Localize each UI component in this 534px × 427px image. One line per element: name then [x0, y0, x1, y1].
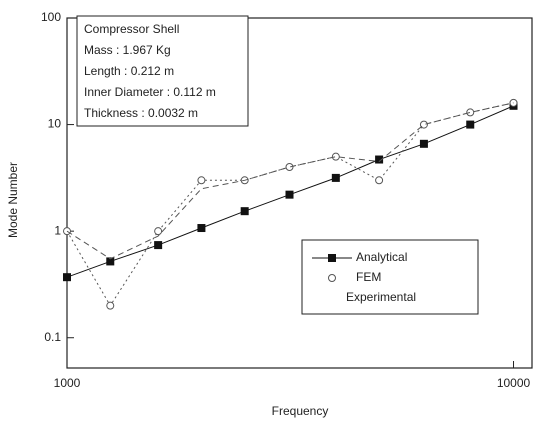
y-tick-label: 1 — [54, 223, 61, 237]
marker-circle — [466, 108, 475, 117]
legend-square — [328, 254, 336, 262]
marker-square — [240, 207, 249, 216]
marker-circle — [106, 301, 115, 310]
info-text: Compressor Shell — [84, 22, 179, 36]
legend-label: Analytical — [356, 250, 407, 264]
marker-square — [63, 273, 71, 282]
info-text: Inner Diameter : 0.112 m — [84, 85, 216, 99]
plot-frame — [66, 17, 533, 369]
marker-circle — [154, 227, 163, 236]
x-axis-label: Frequency — [272, 404, 329, 418]
marker-square — [375, 155, 384, 164]
marker-circle — [375, 176, 384, 185]
y-tick-label: 0.1 — [44, 330, 61, 344]
marker-circle — [197, 176, 206, 185]
x-tick-label: 1000 — [54, 376, 81, 390]
marker-square — [285, 190, 294, 199]
info-text: Thickness : 0.0032 m — [84, 106, 198, 120]
marker-square — [466, 120, 475, 129]
y-tick-label: 10 — [48, 117, 62, 131]
marker-circle — [331, 152, 340, 161]
marker-square — [106, 257, 115, 266]
y-axis-label: Mode Number — [6, 162, 20, 238]
legend-label: Experimental — [346, 290, 416, 304]
info-text: Length : 0.212 m — [84, 64, 174, 78]
marker-square — [419, 139, 428, 148]
marker-square — [331, 173, 340, 182]
info-text: Mass : 1.967 Kg — [84, 43, 171, 57]
y-tick-label: 100 — [41, 10, 61, 24]
info-box — [76, 15, 249, 127]
marker-square — [197, 224, 206, 233]
series-line — [66, 102, 514, 260]
marker-circle — [285, 162, 294, 171]
marker-square — [154, 241, 163, 250]
legend-circle — [328, 274, 336, 282]
legend-label: FEM — [356, 270, 381, 284]
x-tick-label: 10000 — [497, 376, 531, 390]
